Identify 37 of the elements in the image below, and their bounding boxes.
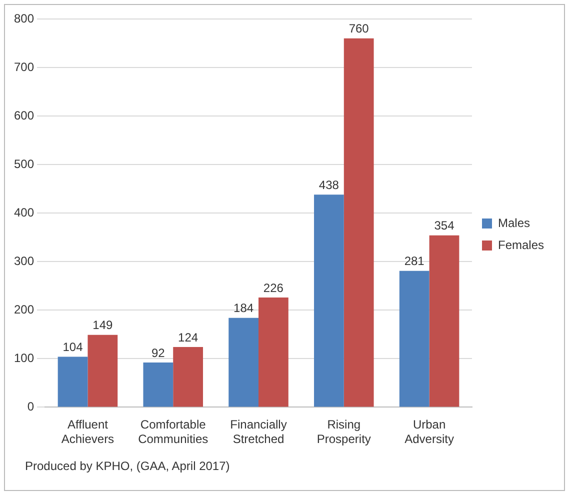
y-tick-label: 800 xyxy=(14,11,34,26)
data-label: 124 xyxy=(178,330,198,344)
bar xyxy=(228,318,259,407)
data-label: 184 xyxy=(234,301,254,316)
bar xyxy=(173,347,203,407)
bar xyxy=(88,334,118,407)
data-label: 438 xyxy=(318,178,340,192)
data-label: 281 xyxy=(404,254,425,268)
x-tick-label: Rising Prosperity xyxy=(316,418,371,446)
data-label: 149 xyxy=(92,318,113,332)
data-label: 92 xyxy=(151,346,166,360)
y-tick-label: 300 xyxy=(14,254,34,268)
data-label: 760 xyxy=(348,22,370,36)
y-tick-label: 100 xyxy=(14,350,34,365)
x-tick-label: Comfortable Communities xyxy=(138,418,208,446)
bar xyxy=(429,235,460,407)
y-tick-label: 700 xyxy=(14,60,34,74)
bar xyxy=(58,356,88,407)
x-tick-label: Financially Stretched xyxy=(230,418,287,446)
bar xyxy=(344,38,374,407)
bar xyxy=(314,194,344,407)
x-tick-label: Urban Adversity xyxy=(404,418,454,446)
y-tick-label: 400 xyxy=(14,205,34,220)
data-label: 226 xyxy=(263,280,284,295)
bar xyxy=(258,298,288,407)
data-label: 104 xyxy=(62,340,84,354)
data-label: 354 xyxy=(434,218,455,233)
y-tick-label: 500 xyxy=(14,156,34,171)
legend-label: Females xyxy=(498,238,544,252)
y-tick-label: 0 xyxy=(27,400,34,414)
y-tick-label: 600 xyxy=(14,108,34,122)
y-tick-label: 200 xyxy=(14,302,34,316)
x-tick-label: Affluent Achievers xyxy=(61,418,114,446)
legend-label: Males xyxy=(498,216,530,230)
text: Produced by KPHO, (GAA, April 2017) xyxy=(25,459,230,473)
bar xyxy=(143,362,174,407)
bar xyxy=(399,270,430,407)
